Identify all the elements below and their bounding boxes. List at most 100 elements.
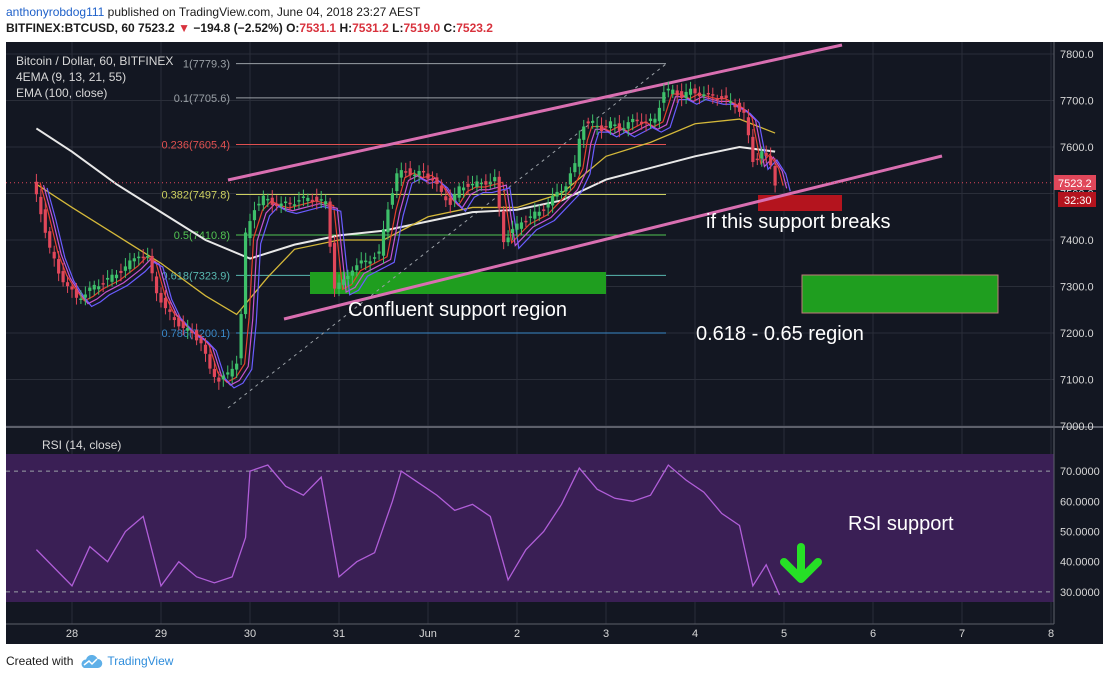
- candle-body: [408, 168, 412, 176]
- candle-body: [595, 125, 599, 128]
- rsi-tick-label: 40.0000: [1060, 557, 1100, 569]
- confluent-box: [310, 272, 606, 294]
- rsi-band: [6, 454, 1054, 602]
- symbol-label: BITFINEX:BTCUSD, 60: [6, 21, 135, 35]
- time-tick-label: 2: [514, 628, 520, 640]
- candle-body: [439, 185, 443, 192]
- candle-body: [83, 294, 87, 298]
- candles: [34, 81, 777, 390]
- candle-body: [702, 94, 706, 97]
- ema-short-line: [46, 98, 791, 389]
- candle-body: [235, 363, 239, 370]
- candle-body: [493, 177, 497, 182]
- price-tick-label: 7100.0: [1060, 375, 1094, 387]
- open-value: 7531.1: [299, 21, 337, 35]
- candle-body: [769, 155, 773, 166]
- last-price: 7523.2: [138, 21, 175, 35]
- candle-body: [453, 194, 457, 201]
- candle-body: [733, 104, 737, 108]
- rsi-tick-label: 70.0000: [1060, 466, 1100, 478]
- candle-body: [181, 321, 185, 329]
- candle-body: [551, 195, 555, 206]
- candle-body: [430, 178, 435, 181]
- candle-body: [542, 209, 546, 211]
- candle-body: [573, 163, 577, 173]
- price-pane: [6, 42, 1054, 424]
- candle-body: [729, 101, 733, 103]
- fib-label: 0.382(7497.8): [162, 190, 231, 202]
- candle-body: [413, 174, 417, 177]
- candle-body: [301, 196, 305, 199]
- candle-body: [564, 186, 568, 192]
- candle-body: [119, 270, 123, 273]
- candle-body: [720, 96, 724, 100]
- candle-body: [671, 89, 675, 94]
- candle-body: [662, 92, 666, 103]
- legend-line3: EMA (100, close): [16, 86, 107, 100]
- ema-short-line: [42, 96, 788, 386]
- chart-svg[interactable]: 1(7779.3) 0.1(7705.6) 0.236(7605.4) 0.382(7…: [6, 42, 1103, 644]
- fib-label: 0.618(7323.9): [162, 270, 231, 282]
- candle-body: [519, 222, 524, 229]
- price-tick-label: 7600.0: [1060, 142, 1094, 154]
- rsi-tick-label: 60.0000: [1060, 496, 1100, 508]
- candle-body: [292, 204, 297, 206]
- rsi-support-label: RSI support: [848, 513, 954, 535]
- author-link[interactable]: anthonyrobdog111: [6, 5, 105, 19]
- candle-body: [270, 197, 274, 205]
- candle-body: [715, 98, 719, 100]
- down-arrow-icon: [780, 543, 822, 583]
- candle-body: [346, 275, 350, 280]
- candle-body: [684, 91, 688, 98]
- chart-area[interactable]: 1(7779.3) 0.1(7705.6) 0.236(7605.4) 0.382(7…: [6, 42, 1103, 644]
- candle-body: [217, 377, 221, 382]
- time-tick-label: 7: [959, 628, 965, 640]
- symbol-line: BITFINEX:BTCUSD, 60 7523.2 ▼ −194.8 (−2.…: [6, 20, 1103, 36]
- candle-body: [764, 152, 768, 156]
- candle-body: [373, 257, 377, 259]
- price-tick-label: 7400.0: [1060, 235, 1094, 247]
- ema-lines: [35, 93, 791, 389]
- time-tick-label: 6: [870, 628, 876, 640]
- candle-body: [199, 338, 203, 344]
- candle-body: [279, 203, 283, 207]
- tradingview-link[interactable]: TradingView: [107, 654, 174, 668]
- candle-body: [724, 95, 728, 99]
- chart-header: anthonyrobdog111 published on TradingVie…: [6, 4, 1103, 40]
- candle-body: [444, 196, 448, 201]
- price-tick-label: 7300.0: [1060, 282, 1094, 294]
- candle-body: [150, 255, 154, 274]
- high-value: 7531.2: [352, 21, 389, 35]
- candle-body: [377, 251, 381, 254]
- legend-line1: Bitcoin / Dollar, 60, BITFINEX: [16, 54, 173, 68]
- rsi-series: [35, 464, 781, 596]
- candle-body: [537, 211, 541, 216]
- candle-body: [497, 176, 501, 209]
- candle-body: [328, 201, 332, 247]
- candle-body: [640, 121, 644, 125]
- created-with-label: Created with: [6, 654, 74, 668]
- candle-body: [635, 119, 639, 122]
- candle-body: [221, 375, 225, 380]
- candle-body: [591, 120, 595, 123]
- candle-body: [435, 177, 439, 185]
- candle-body: [79, 298, 83, 301]
- candle-body: [70, 286, 74, 290]
- candle-body: [324, 201, 328, 205]
- candle-body: [475, 181, 479, 187]
- candle-body: [577, 138, 581, 167]
- candle-body: [404, 171, 408, 173]
- candle-body: [675, 90, 679, 96]
- candle-body: [203, 344, 208, 354]
- low-value: 7519.0: [403, 21, 441, 35]
- candle-body: [502, 210, 506, 243]
- candle-body: [613, 124, 617, 126]
- candle-body: [248, 221, 252, 239]
- annotation-boxes: [310, 195, 999, 314]
- candle-body: [510, 229, 515, 234]
- candle-body: [43, 209, 47, 233]
- candle-body: [448, 197, 452, 205]
- red-box: [758, 195, 842, 211]
- candle-body: [582, 126, 586, 140]
- candle-body: [470, 183, 475, 186]
